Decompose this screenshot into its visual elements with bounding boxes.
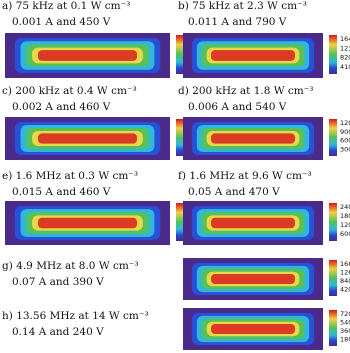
colorbar-tick-label: 12300 [340, 44, 350, 52]
colorbar-tick-label: 1800 [340, 336, 350, 344]
colorbar [176, 35, 184, 74]
colorbar-tick-label: 24000 [340, 203, 350, 211]
colorbar [329, 310, 337, 346]
panel-subtitle: 0.05 A and 470 V [188, 186, 280, 198]
colorbar-tick-label: 12600 [340, 269, 350, 277]
panel: h) 13.56 MHz at 14 W cm⁻³ 0.14 A and 240 … [2, 308, 350, 350]
colorbar-tick-label: 8200 [340, 54, 350, 62]
panel-subtitle: 0.001 A and 450 V [12, 16, 111, 28]
panel-title: b) 75 kHz at 2.3 W cm⁻³ [178, 0, 307, 12]
colorbar-tick-label: 3600 [340, 327, 350, 335]
hot-region [38, 217, 137, 229]
colorbar-tick-label: 16400 [340, 35, 350, 43]
panel-title: d) 200 kHz at 1.8 W cm⁻³ [178, 85, 314, 97]
hot-region [211, 273, 295, 285]
panel-subtitle: 0.011 A and 790 V [188, 16, 287, 28]
panel: e) 1.6 MHz at 0.3 W cm⁻³ 0.015 A and 460 … [2, 170, 199, 245]
panel-subtitle: 0.14 A and 240 V [12, 326, 104, 338]
hot-region [211, 50, 295, 61]
colorbar-tick-label: 8400 [340, 277, 350, 285]
panel-title: f) 1.6 MHz at 9.6 W cm⁻³ [178, 170, 312, 182]
colorbar [329, 35, 337, 74]
hot-region [211, 217, 295, 229]
hot-region [38, 50, 137, 61]
colorbar-tick-label: 9000 [340, 128, 350, 136]
hot-region [38, 133, 137, 144]
colorbar-tick-label: 4100 [340, 63, 350, 71]
panel-title: a) 75 kHz at 0.1 W cm⁻³ [2, 0, 130, 12]
panel-subtitle: 0.002 A and 460 V [12, 101, 111, 113]
panel: a) 75 kHz at 0.1 W cm⁻³ 0.001 A and 450 V… [2, 0, 204, 78]
colorbar [176, 119, 184, 156]
colorbar [176, 203, 184, 241]
colorbar [329, 260, 337, 296]
colorbar-tick-label: 16800 [340, 260, 350, 268]
colorbar-tick-label: 7200 [340, 310, 350, 318]
panel: g) 4.9 MHz at 8.0 W cm⁻³ 0.07 A and 390 V… [2, 258, 350, 300]
panel-title: h) 13.56 MHz at 14 W cm⁻³ [2, 310, 149, 322]
colorbar [329, 119, 337, 156]
panel: d) 200 kHz at 1.8 W cm⁻³ 0.006 A and 540 … [178, 85, 350, 160]
colorbar-tick-label: 4200 [340, 286, 350, 294]
colorbar-tick-label: 5400 [340, 319, 350, 327]
panel-title: e) 1.6 MHz at 0.3 W cm⁻³ [2, 170, 138, 182]
panel-title: c) 200 kHz at 0.4 W cm⁻³ [2, 85, 137, 97]
colorbar-tick-label: 6000 [340, 230, 350, 238]
panel-subtitle: 0.07 A and 390 V [12, 276, 104, 288]
colorbar-tick-label: 3000 [340, 145, 350, 153]
hot-region [211, 323, 295, 335]
colorbar-tick-label: 18000 [340, 212, 350, 220]
colorbar-tick-label: 12000 [340, 119, 350, 127]
panel: c) 200 kHz at 0.4 W cm⁻³ 0.002 A and 460 … [2, 85, 204, 160]
panel: b) 75 kHz at 2.3 W cm⁻³ 0.011 A and 790 V… [178, 0, 350, 78]
panel-subtitle: 0.015 A and 460 V [12, 186, 111, 198]
hot-region [211, 133, 295, 144]
colorbar [329, 203, 337, 241]
colorbar-tick-label: 12000 [340, 221, 350, 229]
colorbar-tick-label: 6000 [340, 137, 350, 145]
panel-title: g) 4.9 MHz at 8.0 W cm⁻³ [2, 260, 139, 272]
panel: f) 1.6 MHz at 9.6 W cm⁻³ 0.05 A and 470 V… [178, 170, 350, 245]
panel-subtitle: 0.006 A and 540 V [188, 101, 287, 113]
